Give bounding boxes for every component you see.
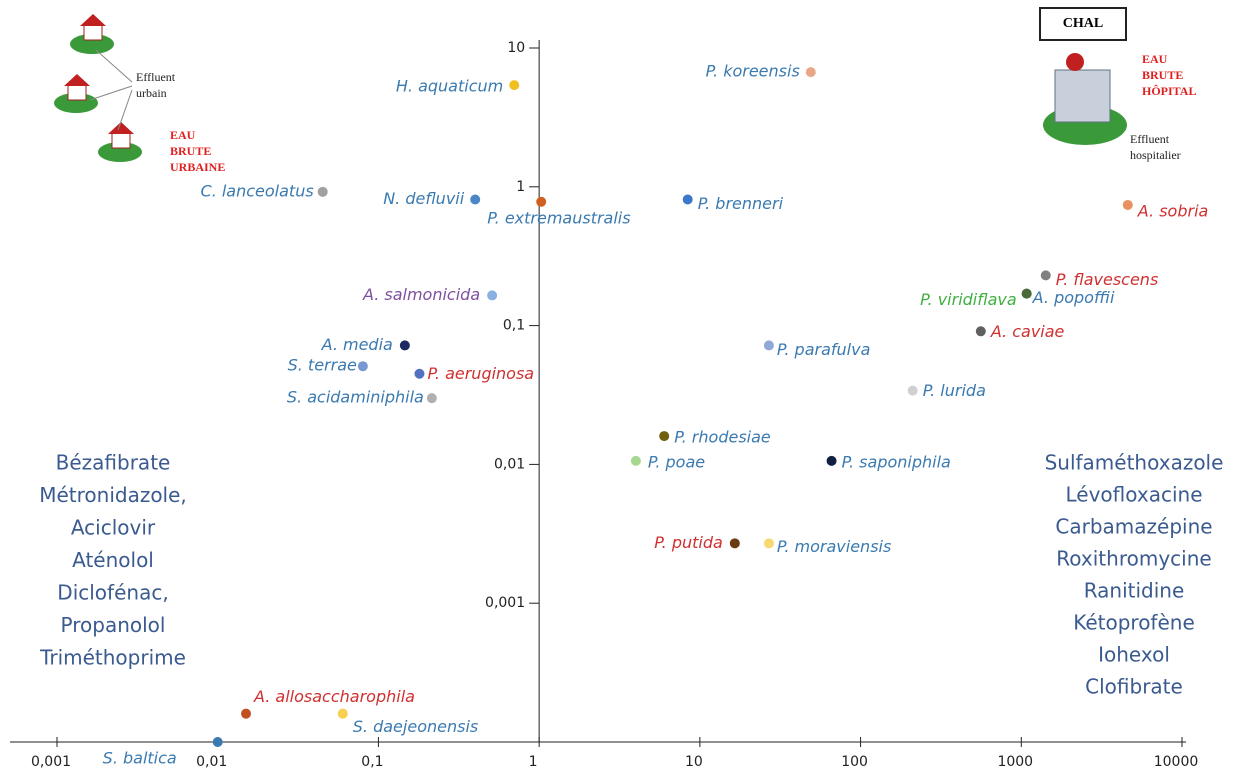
data-point xyxy=(908,386,918,396)
point-label: C. lanceolatus xyxy=(201,181,314,200)
data-point xyxy=(338,709,348,719)
data-point xyxy=(806,67,816,77)
data-point xyxy=(358,361,368,371)
point-label: P. flavescens xyxy=(1056,270,1159,289)
data-point xyxy=(764,340,774,350)
y-tick-label: 0,01 xyxy=(494,456,525,472)
compound-left: Aténolol xyxy=(72,548,154,572)
compound-right: Ranitidine xyxy=(1084,579,1185,603)
x-tick-label: 0,1 xyxy=(361,754,383,770)
compound-right: Carbamazépine xyxy=(1055,515,1212,539)
data-point xyxy=(730,538,740,548)
data-point xyxy=(213,737,223,747)
point-label: N. defluvii xyxy=(383,189,465,208)
point-label: S. daejeonensis xyxy=(353,717,478,736)
point-label: A. sobria xyxy=(1137,201,1209,220)
point-label: P. rhodesiae xyxy=(674,428,771,447)
point-label: S. baltica xyxy=(103,749,177,768)
y-tick-label: 10 xyxy=(507,40,525,56)
compound-left: Métronidazole, xyxy=(39,483,187,507)
y-tick-label: 1 xyxy=(516,179,525,195)
x-tick-label: 10 xyxy=(685,754,703,770)
point-label: P. lurida xyxy=(923,381,986,400)
point-label: S. acidaminiphila xyxy=(287,388,424,407)
compound-left: Propanolol xyxy=(61,613,166,637)
x-tick-label: 1 xyxy=(529,754,538,770)
data-point xyxy=(827,456,837,466)
compound-right: Clofibrate xyxy=(1085,675,1183,699)
x-tick-label: 0,01 xyxy=(196,754,227,770)
point-label: A. salmonicida xyxy=(362,285,480,304)
point-label: A. caviae xyxy=(990,322,1065,341)
compound-left: Triméthoprime xyxy=(39,646,186,670)
point-label: P. moraviensis xyxy=(777,537,891,556)
point-label: P. extremaustralis xyxy=(487,208,630,227)
x-tick-label: 100 xyxy=(841,754,868,770)
x-tick-label: 0,001 xyxy=(31,754,71,770)
compound-right: Iohexol xyxy=(1098,643,1170,667)
data-point xyxy=(427,393,437,403)
compound-right: Lévofloxacine xyxy=(1065,483,1202,507)
chart: Effluenturbain EAUBRUTEURBAINE CHAL EAUB… xyxy=(0,0,1238,775)
y-tick-label: 0,1 xyxy=(503,318,525,334)
compound-right: Roxithromycine xyxy=(1056,547,1211,571)
hospital-name: CHAL xyxy=(1063,16,1103,31)
urban-icon xyxy=(54,14,142,162)
point-label: P. viridiflava xyxy=(920,290,1017,309)
compound-right: Sulfaméthoxazole xyxy=(1045,451,1224,475)
data-point xyxy=(509,80,519,90)
compound-left: Bézafibrate xyxy=(56,451,171,475)
data-point xyxy=(318,187,328,197)
point-label: H. aquaticum xyxy=(396,77,503,96)
point-label: P. aeruginosa xyxy=(427,364,534,383)
point-label: P. koreensis xyxy=(706,62,800,81)
point-label: A. media xyxy=(321,335,393,354)
data-point xyxy=(487,290,497,300)
data-point xyxy=(536,197,546,207)
point-label: A. popoffii xyxy=(1032,288,1115,307)
point-label: A. allosaccharophila xyxy=(253,687,415,706)
data-point xyxy=(631,456,641,466)
x-tick-label: 10000 xyxy=(1154,754,1199,770)
point-label: P. parafulva xyxy=(777,340,870,359)
point-label: P. saponiphila xyxy=(842,452,951,471)
data-point xyxy=(683,195,693,205)
point-label: P. putida xyxy=(654,533,723,552)
data-point xyxy=(241,709,251,719)
compound-left: Diclofénac, xyxy=(57,581,168,605)
point-label: P. poae xyxy=(648,452,705,471)
compound-right: Kétoprofène xyxy=(1073,611,1195,635)
data-point xyxy=(976,326,986,336)
point-label: P. brenneri xyxy=(698,194,784,213)
data-point xyxy=(1022,289,1032,299)
point-label: S. terrae xyxy=(288,356,357,375)
compound-left: Aciclovir xyxy=(71,516,156,540)
data-point xyxy=(659,431,669,441)
y-tick-label: 0,001 xyxy=(485,595,525,611)
data-point xyxy=(470,195,480,205)
data-point xyxy=(764,538,774,548)
data-point xyxy=(414,369,424,379)
data-point xyxy=(1123,200,1133,210)
data-point xyxy=(400,340,410,350)
x-tick-label: 1000 xyxy=(997,754,1033,770)
data-point xyxy=(1041,270,1051,280)
